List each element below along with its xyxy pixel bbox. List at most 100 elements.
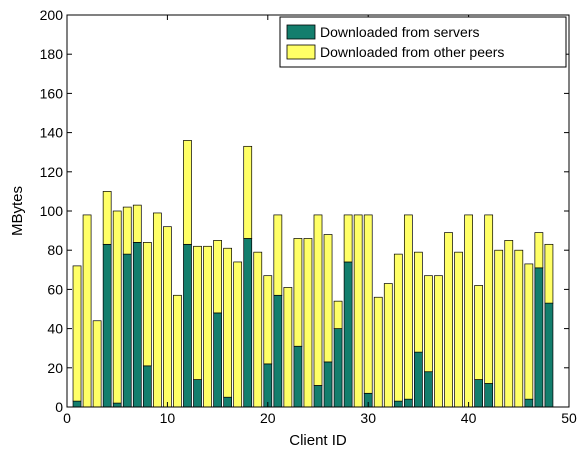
bar-peers-45 (514, 249, 524, 408)
bar-servers-20 (263, 363, 273, 408)
bar-peers-27 (333, 300, 343, 329)
bar-servers-6 (122, 253, 132, 408)
bar-peers-35 (414, 251, 423, 353)
bar-peers-21 (273, 214, 283, 296)
bar-peers-10 (163, 226, 172, 408)
x-tick-label: 10 (160, 410, 176, 426)
x-tick-label: 20 (260, 410, 276, 426)
bar-servers-25 (313, 385, 323, 408)
bar-servers-28 (343, 261, 353, 408)
legend: Downloaded from servers Downloaded from … (279, 16, 567, 68)
bar-peers-7 (132, 204, 142, 243)
bar-servers-5 (112, 402, 122, 408)
bar-servers-21 (273, 294, 283, 408)
y-tick-label: 60 (47, 281, 63, 297)
bar-peers-29 (353, 214, 363, 408)
bar-peers-30 (363, 214, 373, 394)
legend-box (279, 16, 567, 68)
bar-servers-48 (544, 302, 554, 408)
bar-peers-20 (263, 275, 273, 365)
bar-servers-42 (484, 383, 494, 408)
bar-peers-31 (373, 296, 383, 408)
bar-peers-5 (112, 210, 122, 404)
bar-peers-33 (393, 253, 403, 402)
x-tick-label: 40 (461, 410, 477, 426)
bar-peers-26 (323, 234, 333, 363)
y-tick-label: 80 (47, 242, 63, 258)
bar-servers-15 (213, 312, 222, 408)
bar-servers-27 (333, 328, 343, 408)
x-tick-label: 50 (561, 410, 577, 426)
bar-servers-7 (132, 242, 142, 408)
bar-peers-4 (102, 191, 112, 245)
bar-servers-8 (142, 365, 152, 408)
bar-peers-28 (343, 214, 353, 263)
y-tick-label: 180 (40, 46, 64, 62)
legend-label-servers: Downloaded from servers (320, 24, 480, 40)
bar-servers-34 (403, 398, 413, 408)
y-tick-label: 200 (40, 7, 64, 23)
bar-servers-16 (223, 396, 233, 408)
bar-peers-2 (82, 214, 92, 408)
bar-peers-17 (233, 261, 243, 408)
bar-servers-36 (424, 371, 433, 408)
y-tick-label: 160 (40, 85, 64, 101)
bar-peers-47 (534, 232, 544, 269)
bar-servers-18 (243, 238, 253, 408)
bar-peers-46 (524, 263, 534, 400)
bars-group (72, 140, 554, 408)
bar-peers-24 (303, 238, 313, 408)
legend-label-peers: Downloaded from other peers (320, 44, 504, 60)
bar-peers-22 (283, 287, 293, 408)
bar-peers-34 (403, 214, 413, 400)
y-tick-label: 140 (40, 125, 64, 141)
bar-peers-6 (122, 206, 132, 255)
bar-peers-16 (223, 247, 233, 398)
bar-servers-26 (323, 361, 333, 408)
bar-peers-40 (464, 214, 473, 408)
bar-peers-44 (504, 240, 514, 408)
bar-servers-23 (293, 345, 303, 408)
legend-swatch-servers (286, 24, 316, 40)
y-tick-label: 40 (47, 321, 63, 337)
bar-peers-19 (253, 251, 263, 408)
bar-peers-12 (183, 140, 192, 245)
bar-servers-41 (474, 379, 484, 408)
bar-servers-47 (534, 267, 544, 408)
bar-peers-9 (152, 212, 162, 408)
y-axis-label: MBytes (9, 186, 26, 236)
bar-servers-13 (193, 379, 202, 408)
bar-servers-1 (72, 400, 82, 408)
bar-peers-48 (544, 243, 554, 304)
y-tick-label: 0 (55, 399, 63, 415)
bar-peers-8 (142, 242, 152, 367)
bar-peers-18 (243, 145, 253, 239)
bar-peers-41 (474, 285, 484, 380)
bar-servers-33 (393, 400, 403, 408)
y-tick-label: 20 (47, 360, 63, 376)
y-tick-label: 120 (40, 164, 64, 180)
x-tick-label: 0 (63, 410, 71, 426)
bar-servers-46 (524, 398, 534, 408)
bar-peers-25 (313, 214, 323, 386)
ticks-group: 0 10 20 30 40 50 0 20 40 60 80 100 120 140 160 180 200 (40, 7, 577, 426)
bar-peers-11 (173, 294, 182, 408)
bar-peers-42 (484, 214, 494, 384)
bar-servers-4 (102, 243, 112, 408)
bar-peers-15 (213, 240, 222, 314)
bar-peers-14 (203, 245, 212, 408)
bar-peers-32 (383, 283, 393, 408)
bar-servers-35 (414, 351, 423, 408)
bar-peers-3 (92, 320, 102, 408)
bar-peers-37 (434, 275, 443, 408)
bar-peers-13 (193, 245, 202, 380)
x-tick-label: 30 (360, 410, 376, 426)
x-axis-label: Client ID (289, 432, 347, 449)
bar-peers-1 (72, 265, 82, 402)
legend-swatch-peers (286, 44, 316, 60)
bar-peers-36 (424, 275, 433, 373)
bar-peers-39 (454, 251, 463, 408)
bar-peers-43 (494, 249, 504, 408)
bar-servers-12 (183, 243, 192, 408)
